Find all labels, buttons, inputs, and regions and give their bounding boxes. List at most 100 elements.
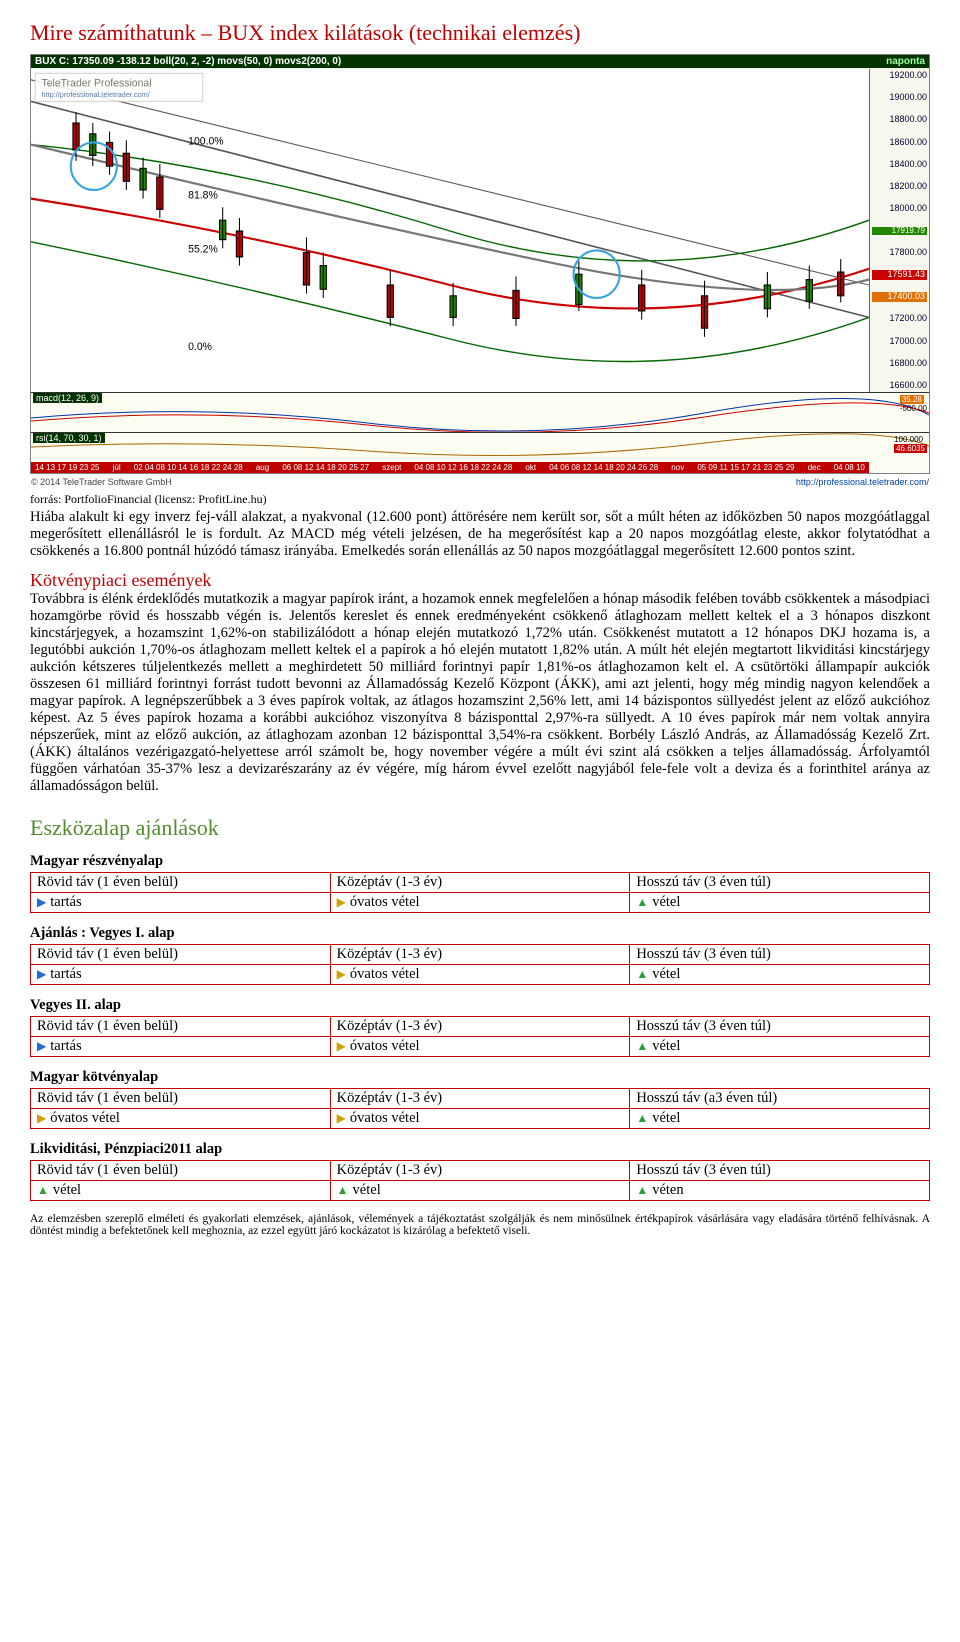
table-header-cell: Középtáv (1-3 év) xyxy=(330,1161,630,1181)
table-cell: ▶ tartás xyxy=(31,965,331,985)
signal-marker-icon: ▶ xyxy=(37,967,46,981)
recommendation-table: Rövid táv (1 éven belül)Középtáv (1-3 év… xyxy=(30,872,930,913)
chart-main: 100.0% 81.8% 55.2% 0.0% TeleTrader Profe… xyxy=(31,69,869,393)
signal-marker-icon: ▲ xyxy=(636,895,648,909)
signal-label: vétel xyxy=(652,1110,680,1126)
rsi-label: rsi(14, 70, 30, 1) xyxy=(33,433,105,443)
xaxis-seg: 05 09 11 15 17 21 23 25 29 xyxy=(697,463,794,472)
table-header-cell: Rövid táv (1 éven belül) xyxy=(31,873,331,893)
chart-yaxis: 19200.00 19000.00 18800.00 18600.00 1840… xyxy=(869,69,929,393)
signal-marker-icon: ▶ xyxy=(37,1111,46,1125)
signal-label: vétel xyxy=(652,894,680,910)
signal-marker-icon: ▶ xyxy=(337,1111,346,1125)
ytick: 17800.00 xyxy=(872,248,927,258)
table-cell: ▶ óvatos vétel xyxy=(330,1109,630,1129)
svg-text:81.8%: 81.8% xyxy=(188,189,218,201)
bond-lead: Kötvénypiaci események xyxy=(30,570,211,590)
ytick-green: 17919.79 xyxy=(872,227,927,236)
rsi-val: 46.6035 xyxy=(894,444,927,453)
table-cell: ▶ óvatos vétel xyxy=(330,893,630,913)
chart-topbar: BUX C: 17350.09 -138.12 boll(20, 2, -2) … xyxy=(31,55,929,68)
svg-text:0.0%: 0.0% xyxy=(188,341,212,353)
table-header-cell: Rövid táv (1 éven belül) xyxy=(31,1089,331,1109)
xaxis-seg: aug xyxy=(256,463,269,472)
chart-credit-left: © 2014 TeleTrader Software GmbH xyxy=(31,477,172,487)
signal-marker-icon: ▲ xyxy=(337,1183,349,1197)
chart-credit-right: http://professional.teletrader.com/ xyxy=(796,477,929,487)
ytick: 19200.00 xyxy=(872,71,927,81)
ytick: 18800.00 xyxy=(872,115,927,125)
signal-label: tartás xyxy=(50,966,81,982)
xaxis-seg: szept xyxy=(382,463,401,472)
ytick: 18000.00 xyxy=(872,204,927,214)
xaxis-seg: 02 04 08 10 14 16 18 22 24 28 xyxy=(134,463,243,472)
xaxis-seg: 04 08 10 12 16 18 22 24 28 xyxy=(414,463,512,472)
signal-label: óvatos vétel xyxy=(350,1038,420,1054)
xaxis-seg: 06 08 12 14 18 20 25 27 xyxy=(282,463,369,472)
svg-text:55.2%: 55.2% xyxy=(188,243,218,255)
macd-label: macd(12, 26, 9) xyxy=(33,393,102,403)
signal-label: vétel xyxy=(353,1182,381,1198)
macd-panel: macd(12, 26, 9) 35.28 -500.00 xyxy=(31,392,929,433)
table-cell: ▲ vétel xyxy=(630,1109,930,1129)
table-cell: ▶ tartás xyxy=(31,1037,331,1057)
table-title: Likviditási, Pénzpiaci2011 alap xyxy=(30,1141,930,1158)
ytick: 18400.00 xyxy=(872,160,927,170)
macd-val: 35.28 xyxy=(900,395,924,404)
ytick-orange: 17400.03 xyxy=(872,292,927,302)
table-header-cell: Hosszú táv (3 éven túl) xyxy=(630,1161,930,1181)
signal-marker-icon: ▶ xyxy=(337,1039,346,1053)
signal-label: óvatos vétel xyxy=(350,966,420,982)
signal-marker-icon: ▲ xyxy=(636,967,648,981)
signal-marker-icon: ▲ xyxy=(636,1111,648,1125)
table-cell: ▲ vétel xyxy=(630,965,930,985)
table-cell: ▲ vétel xyxy=(330,1181,630,1201)
table-header-cell: Középtáv (1-3 év) xyxy=(330,1017,630,1037)
signal-label: óvatos vétel xyxy=(350,1110,420,1126)
xaxis-seg: nov xyxy=(671,463,684,472)
ytick-red: 17591.43 xyxy=(872,270,927,280)
bux-chart: BUX C: 17350.09 -138.12 boll(20, 2, -2) … xyxy=(30,54,930,474)
table-header-cell: Hosszú táv (3 éven túl) xyxy=(630,1017,930,1037)
xaxis-seg: 04 08 10 xyxy=(834,463,865,472)
table-cell: ▶ óvatos vétel xyxy=(330,965,630,985)
signal-marker-icon: ▲ xyxy=(37,1183,49,1197)
svg-text:100.0%: 100.0% xyxy=(188,135,224,147)
table-header-cell: Rövid táv (1 éven belül) xyxy=(31,1161,331,1181)
table-header-cell: Középtáv (1-3 év) xyxy=(330,1089,630,1109)
disclaimer: Az elemzésben szereplő elméleti és gyako… xyxy=(30,1213,930,1237)
recommendation-table: Rövid táv (1 éven belül)Középtáv (1-3 év… xyxy=(30,1160,930,1201)
recommendation-table: Rövid táv (1 éven belül)Középtáv (1-3 év… xyxy=(30,1088,930,1129)
chart-caption: forrás: PortfolioFinancial (licensz: Pro… xyxy=(30,492,930,507)
signal-marker-icon: ▶ xyxy=(37,1039,46,1053)
signal-label: tartás xyxy=(50,1038,81,1054)
xaxis-seg: dec xyxy=(808,463,821,472)
signal-marker-icon: ▲ xyxy=(636,1183,648,1197)
macd-val: -500.00 xyxy=(900,404,927,413)
recommendation-table: Rövid táv (1 éven belül)Középtáv (1-3 év… xyxy=(30,944,930,985)
xaxis-seg: okt xyxy=(525,463,536,472)
rsi-panel: rsi(14, 70, 30, 1) 100.000 46.6035 14 13… xyxy=(31,432,929,473)
table-cell: ▶tartás xyxy=(31,893,331,913)
signal-marker-icon: ▶ xyxy=(337,967,346,981)
signal-label: vétel xyxy=(53,1182,81,1198)
table-header-cell: Hosszú táv (a3 éven túl) xyxy=(630,1089,930,1109)
table-header-cell: Középtáv (1-3 év) xyxy=(330,873,630,893)
signal-label: véten xyxy=(652,1182,683,1198)
chart-top-right: naponta xyxy=(886,56,925,67)
ytick: 16600.00 xyxy=(872,381,927,391)
svg-text:http://professional.teletrader: http://professional.teletrader.com/ xyxy=(41,90,150,99)
page-title: Mire számíthatunk – BUX index kilátások … xyxy=(30,20,930,46)
signal-marker-icon: ▶ xyxy=(337,895,346,909)
ytick: 16800.00 xyxy=(872,359,927,369)
signal-label: vétel xyxy=(652,966,680,982)
table-title: Ajánlás : Vegyes I. alap xyxy=(30,925,930,942)
xaxis-seg: 04 06 08 12 14 18 20 24 26 28 xyxy=(549,463,658,472)
ytick: 18600.00 xyxy=(872,138,927,148)
signal-label: óvatos vétel xyxy=(350,894,420,910)
signal-label: tartás xyxy=(50,894,81,910)
signal-label: vétel xyxy=(652,1038,680,1054)
table-cell: ▶ óvatos vétel xyxy=(31,1109,331,1129)
signal-label: óvatos vétel xyxy=(50,1110,120,1126)
ytick: 19000.00 xyxy=(872,93,927,103)
